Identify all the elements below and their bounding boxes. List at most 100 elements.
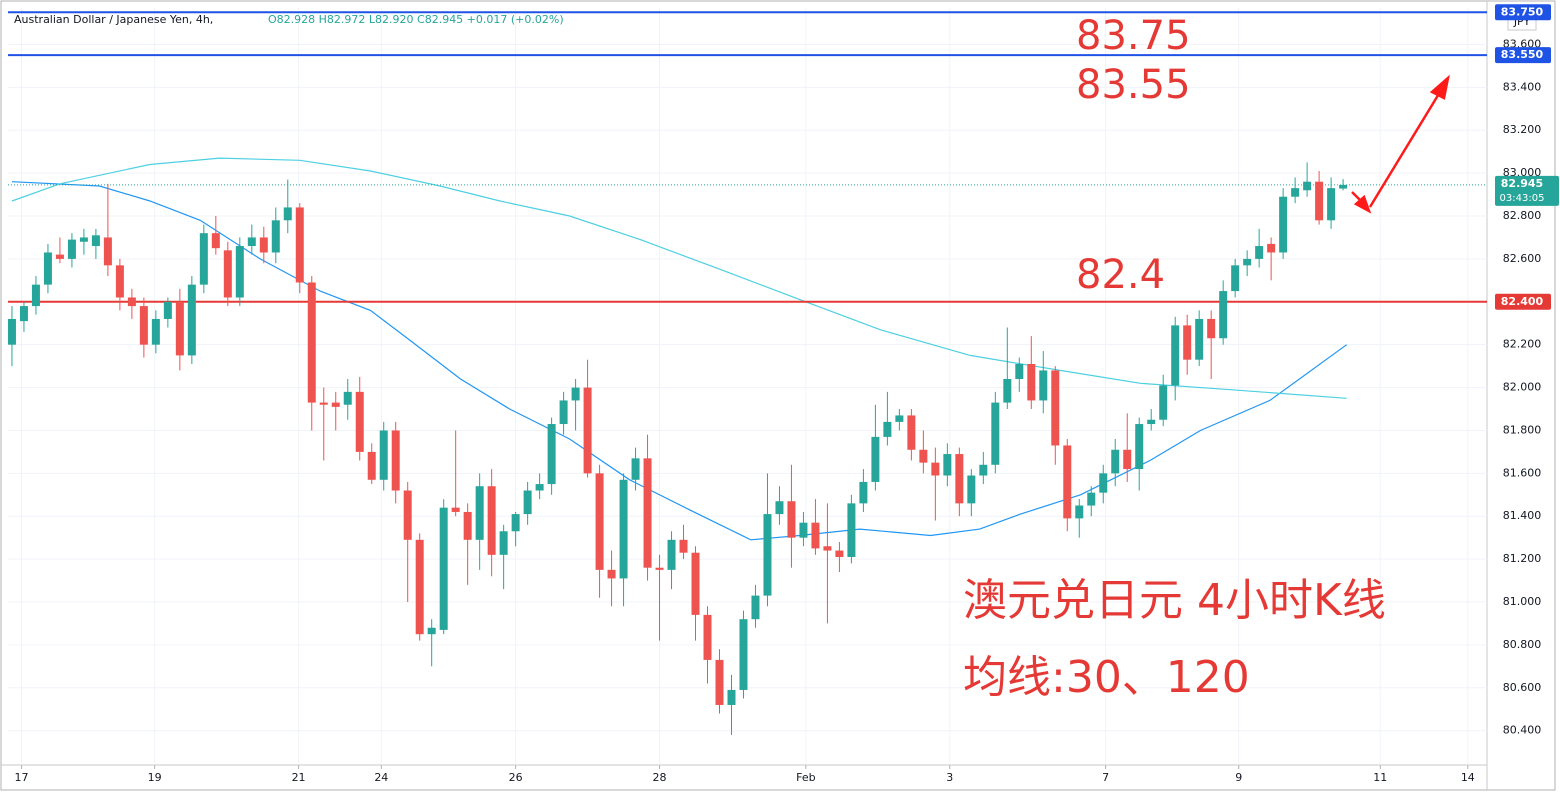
y-tick-label: 81.000 (1503, 595, 1542, 608)
x-tick-label: 24 (374, 771, 388, 784)
candle-body (331, 402, 340, 407)
candle-body (139, 306, 148, 345)
candle-body (703, 614, 712, 660)
candle-body (859, 481, 868, 504)
x-tick-label: 17 (15, 771, 29, 784)
candle-body (955, 454, 964, 504)
y-tick-label: 83.200 (1503, 123, 1542, 136)
candle-body (775, 501, 784, 515)
candle-body (19, 306, 28, 322)
candle-body (1087, 492, 1096, 506)
candle-body (1267, 243, 1276, 253)
candle-body (655, 567, 664, 570)
x-tick-label: 11 (1373, 771, 1387, 784)
candle-body (511, 514, 520, 532)
candle-body (259, 237, 268, 253)
y-tick-label: 81.800 (1503, 423, 1542, 436)
candle-body (835, 550, 844, 557)
ohlc-info: O82.928 H82.972 L82.920 C82.945 +0.017 (… (268, 13, 564, 26)
candle-body (1147, 419, 1156, 425)
candle-body (31, 284, 40, 307)
x-tick-label: 9 (1235, 771, 1242, 784)
candle-body (247, 237, 256, 247)
candle-body (763, 514, 772, 596)
candle-body (1015, 363, 1024, 379)
candle-body (607, 569, 616, 579)
candle-body (1339, 184, 1348, 189)
candle-body (715, 659, 724, 705)
candle-body (1315, 181, 1324, 221)
y-tick-label: 81.200 (1503, 552, 1542, 565)
level-label-box (1495, 47, 1551, 64)
candle-body (691, 552, 700, 615)
candle-body (1279, 196, 1288, 253)
countdown: 03:43:05 (1500, 193, 1545, 204)
x-tick-label: 19 (148, 771, 162, 784)
y-tick-label: 80.600 (1503, 681, 1542, 694)
y-tick-label: 83.000 (1503, 166, 1542, 179)
candle-body (103, 237, 112, 266)
candle-body (115, 265, 124, 298)
symbol-title: Australian Dollar / Japanese Yen, 4h, (14, 13, 213, 26)
candle-body (631, 458, 640, 480)
candle-body (487, 486, 496, 555)
level-label-box (1495, 4, 1551, 21)
candle-body (823, 546, 832, 551)
x-tick-label: 26 (509, 771, 523, 784)
candle-body (1159, 385, 1168, 420)
candle-body (451, 507, 460, 512)
candle-body (799, 522, 808, 538)
candle-body (871, 436, 880, 482)
moving-average (11, 157, 1347, 399)
y-tick-label: 80.400 (1503, 724, 1542, 737)
candle-body (1039, 370, 1048, 401)
candle-body (907, 415, 916, 450)
x-tick-label: Feb (796, 771, 815, 784)
level-label: 83.750 (1501, 5, 1544, 18)
candle-body (967, 475, 976, 504)
candle-body (7, 318, 16, 345)
moving-average (11, 181, 1348, 541)
candle-body (1063, 445, 1072, 519)
candle-body (643, 458, 652, 568)
candle-body (1291, 188, 1300, 197)
candle-body (415, 539, 424, 635)
candle-body (1003, 378, 1012, 403)
candle-body (391, 430, 400, 491)
y-tick-label: 83.400 (1503, 80, 1542, 93)
candle-body (847, 503, 856, 557)
candle-body (679, 539, 688, 553)
candle-body (283, 207, 292, 221)
candle-body (535, 484, 544, 491)
candle-body (499, 531, 508, 555)
candle-body (67, 239, 76, 259)
candle-body (379, 430, 388, 480)
candle-body (883, 421, 892, 437)
annotation: 83.75 (1076, 13, 1191, 59)
x-tick-label: 28 (653, 771, 667, 784)
candle-body (1135, 424, 1144, 470)
candle-body (223, 250, 232, 298)
candle-body (1219, 291, 1228, 339)
y-tick-label: 80.800 (1503, 638, 1542, 651)
candle-body (595, 473, 604, 570)
candle-body (583, 387, 592, 474)
candle-body (943, 454, 952, 476)
candle-body (1111, 449, 1120, 474)
candle-body (523, 490, 532, 515)
candle-body (367, 451, 376, 480)
arrow-up (1368, 91, 1442, 208)
candle-body (1195, 318, 1204, 360)
candle-body (43, 252, 52, 285)
candle-body (931, 462, 940, 476)
candle-body (1027, 363, 1036, 401)
candle-body (199, 233, 208, 285)
candle-body (559, 400, 568, 425)
candle-body (127, 297, 136, 307)
candle-body (1171, 325, 1180, 386)
level-label: 83.550 (1501, 48, 1544, 61)
annotation: 82.4 (1076, 252, 1165, 298)
arrow-head (1429, 74, 1450, 100)
